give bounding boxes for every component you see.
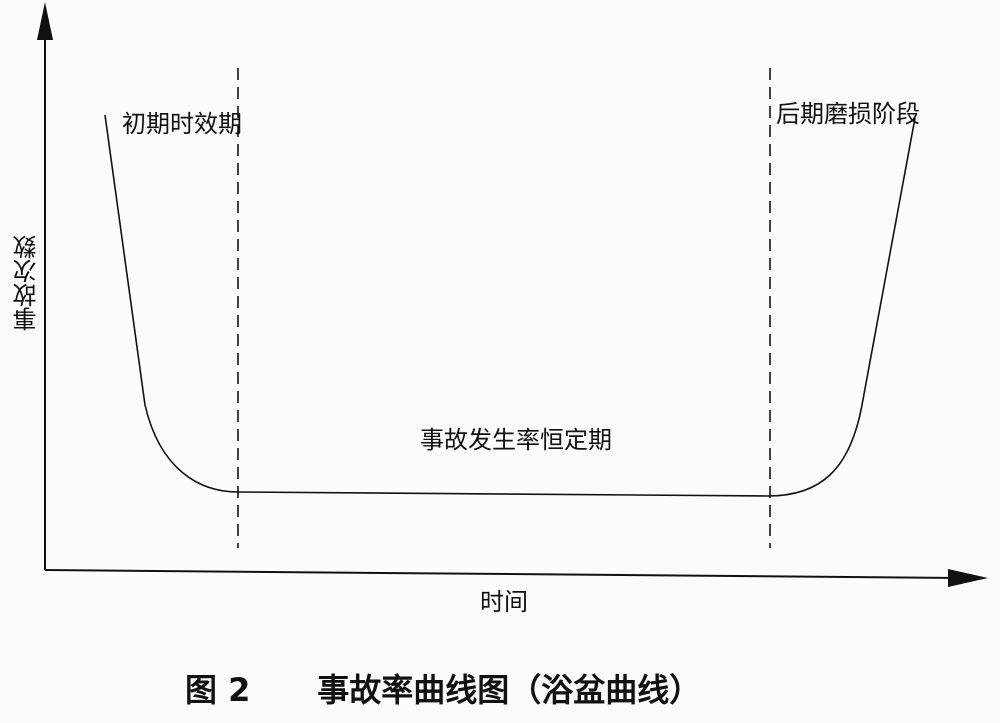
x-axis-arrow (948, 569, 988, 587)
bathtub-curve (104, 114, 916, 497)
x-axis-label: 时间 (480, 588, 528, 616)
wear-out-label: 后期磨损阶段 (776, 100, 920, 128)
y-axis-arrow (37, 2, 53, 40)
figure-caption: 图 2 事故率曲线图（浴盆曲线） (185, 665, 701, 711)
y-axis-label: 事故次数 (13, 235, 41, 331)
constant-rate-label: 事故发生率恒定期 (420, 426, 612, 454)
figure-title: 事故率曲线图（浴盆曲线） (317, 671, 702, 709)
x-axis (44, 569, 961, 579)
figure-number: 图 2 (185, 671, 251, 709)
early-failure-label: 初期时效期 (122, 110, 242, 138)
